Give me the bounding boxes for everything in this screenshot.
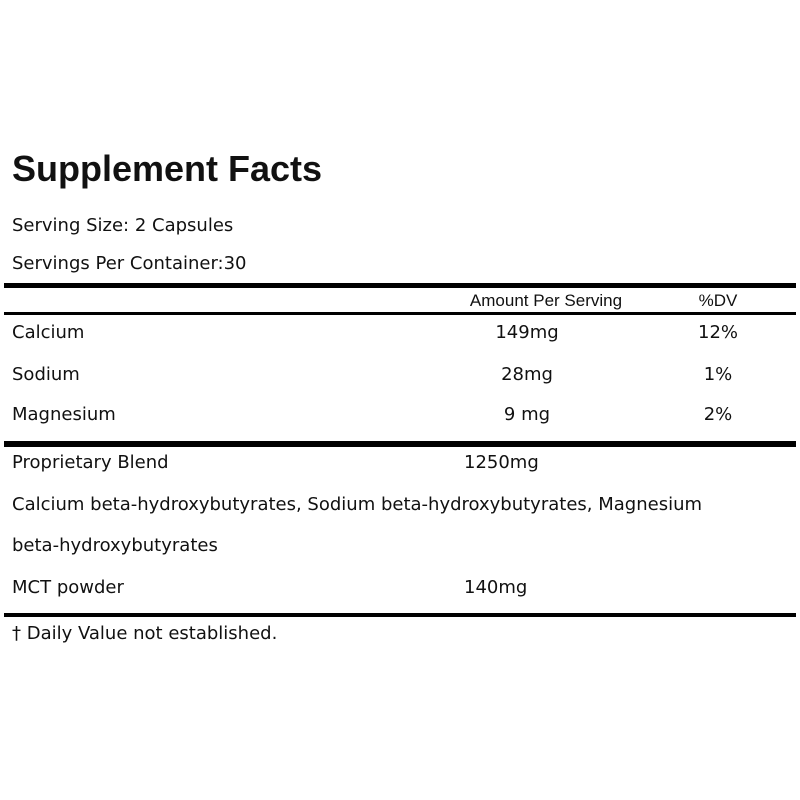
nutrient-amount: 9 mg <box>503 404 551 425</box>
footnote: † Daily Value not established. <box>12 623 278 644</box>
nutrient-amount: 28mg <box>501 364 553 385</box>
blend-name: Proprietary Blend <box>12 452 169 473</box>
blend-ingredients: Calcium beta-hydroxybutyrates, Sodium be… <box>12 494 703 515</box>
dv-header: %DV <box>698 291 738 310</box>
servings-per-container: Servings Per Container:30 <box>12 253 247 274</box>
nutrient-amount: 149mg <box>495 322 559 343</box>
nutrient-name: Magnesium <box>12 404 116 425</box>
blend-amount: 1250mg <box>464 452 539 473</box>
serving-size: Serving Size: 2 Capsules <box>12 215 234 236</box>
nutrient-name: Calcium <box>12 322 85 343</box>
thick-divider <box>4 441 796 447</box>
mct-name: MCT powder <box>12 577 124 598</box>
bottom-divider <box>4 613 796 617</box>
thick-divider <box>4 283 796 288</box>
label-title: Supplement Facts <box>12 148 323 189</box>
mct-amount: 140mg <box>464 577 528 598</box>
nutrient-name: Sodium <box>12 364 80 385</box>
nutrient-dv: 2% <box>703 404 733 425</box>
thin-divider <box>4 312 796 315</box>
amount-header: Amount Per Serving <box>469 291 623 310</box>
blend-ingredients-cont: beta-hydroxybutyrates <box>12 535 218 556</box>
nutrient-dv: 12% <box>697 322 739 343</box>
nutrient-dv: 1% <box>703 364 733 385</box>
